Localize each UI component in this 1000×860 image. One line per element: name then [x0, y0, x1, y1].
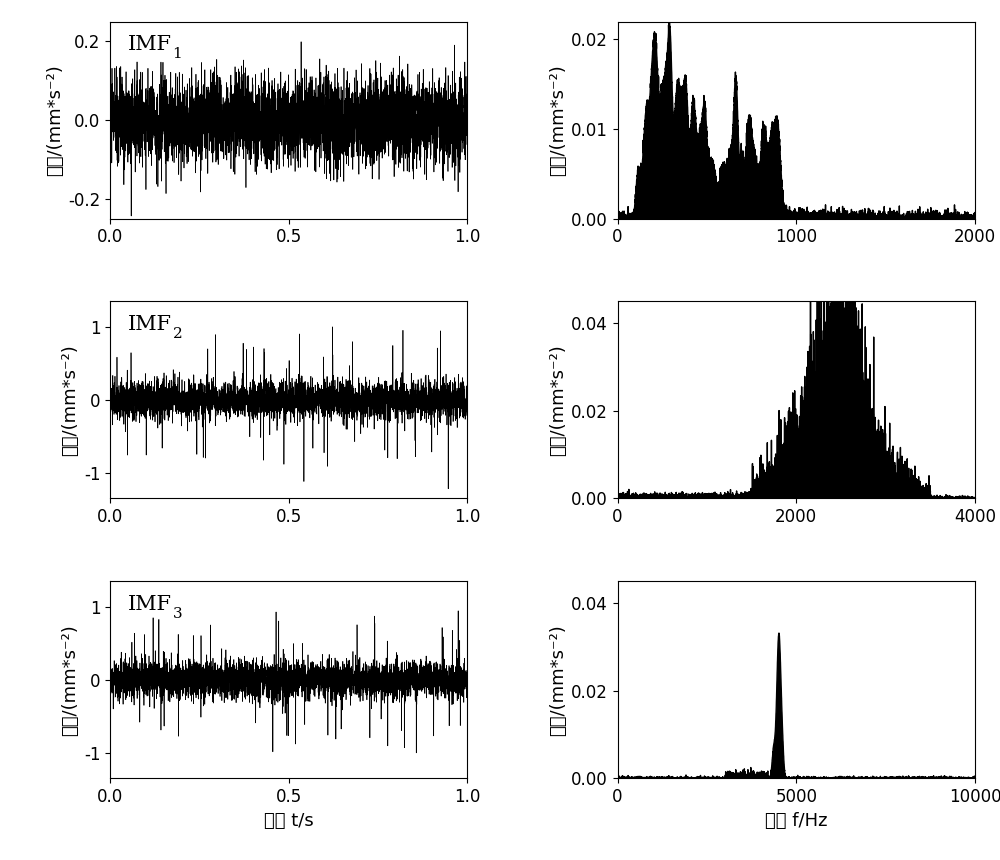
Y-axis label: 幅值/(mm*s⁻²): 幅值/(mm*s⁻²) [549, 344, 567, 456]
Y-axis label: 幅值/(mm*s⁻²): 幅值/(mm*s⁻²) [46, 64, 64, 176]
X-axis label: 时间 t/s: 时间 t/s [264, 812, 314, 830]
X-axis label: 频率 f/Hz: 频率 f/Hz [765, 812, 828, 830]
Y-axis label: 幅值/(mm*s⁻²): 幅值/(mm*s⁻²) [549, 64, 567, 176]
Y-axis label: 幅值/(mm*s⁻²): 幅值/(mm*s⁻²) [549, 624, 567, 735]
Text: 1: 1 [173, 47, 182, 61]
Y-axis label: 幅值/(mm*s⁻²): 幅值/(mm*s⁻²) [62, 344, 80, 456]
Text: IMF: IMF [128, 35, 172, 54]
Text: 2: 2 [173, 327, 182, 341]
Text: IMF: IMF [128, 315, 172, 335]
Text: IMF: IMF [128, 595, 172, 614]
Text: 3: 3 [173, 607, 182, 621]
Y-axis label: 幅值/(mm*s⁻²): 幅值/(mm*s⁻²) [62, 624, 80, 735]
